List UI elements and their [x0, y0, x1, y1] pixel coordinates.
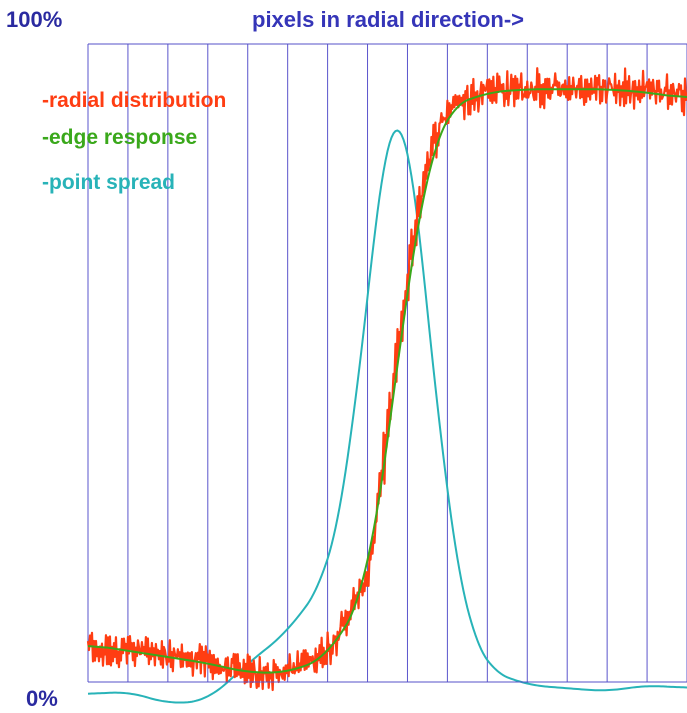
chart-title: pixels in radial direction->: [252, 7, 524, 32]
legend-edge-response: -edge response: [42, 126, 197, 149]
series-lines: [86, 67, 687, 704]
vertical-gridlines: [87, 44, 687, 682]
series-line-edge-response: [87, 88, 687, 674]
series-line-radial-distribution: [86, 67, 687, 692]
y-top-label: 100%: [6, 7, 62, 32]
legend-point-spread: -point spread: [42, 171, 175, 194]
y-bottom-label: 0%: [26, 686, 58, 711]
series-line-point-spread: [87, 129, 687, 704]
legend-radial-distribution: -radial distribution: [42, 89, 226, 112]
